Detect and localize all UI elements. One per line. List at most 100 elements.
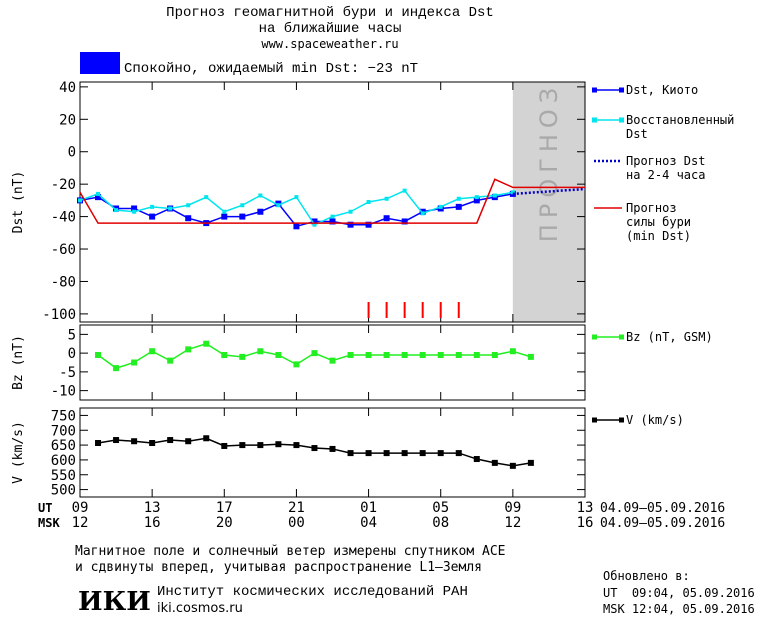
x2-tick-label: 16 [577,515,594,531]
logo: ИКИ [78,587,151,617]
x2-tick-label: 12 [504,515,521,531]
series-marker [419,450,426,457]
y-tick-label: -40 [51,210,76,226]
series-marker [527,459,534,466]
y-tick-label: 0 [68,145,76,161]
series-marker [95,352,102,358]
legend-label: Прогноз Dst на 2-4 часа [626,154,705,182]
series-marker [78,198,82,203]
series-marker [186,203,191,208]
series-marker [455,203,462,210]
series-marker [293,361,300,368]
x2-axis-label: MSK [38,516,60,530]
series-marker [185,438,192,445]
panel-frame [79,324,586,401]
series-marker [329,445,336,452]
institute: Институт космических исследований РАН [157,583,468,600]
series-marker [437,352,444,358]
y-tick-label: 750 [51,408,76,424]
series-marker [113,365,120,372]
x-tick-label: 13 [577,500,594,516]
series-marker [132,209,137,214]
series-line [97,437,532,467]
series-marker [510,190,515,195]
series-marker [293,442,300,449]
series-line [79,178,585,224]
series-marker [239,353,246,360]
series-marker [527,353,534,360]
series-marker [365,352,372,358]
series-marker [222,209,227,214]
series-marker [258,193,263,198]
series-marker [276,203,281,208]
series-marker [239,213,246,220]
series-marker [167,357,174,364]
x2-tick-label: 16 [144,515,161,531]
series-marker [311,218,318,225]
series-marker [240,203,245,208]
series-marker [95,440,102,447]
series-marker [491,352,498,358]
legend-marker [592,117,597,123]
series-marker [384,196,389,201]
x2-date: 04.09–05.09.2016 [600,516,725,531]
series-marker [348,209,353,214]
series-marker [365,450,372,457]
y-tick-label: -10 [51,384,76,400]
x-axis-label: UT [38,501,52,515]
y-tick-label: 5 [68,327,76,343]
series-marker [383,215,390,222]
series-marker [149,348,156,355]
panel-frame [79,81,586,323]
series-marker [402,188,407,193]
series-marker [456,196,461,201]
series-marker [437,450,444,457]
series-marker [167,437,174,444]
series-marker [95,194,102,201]
x-tick-label: 17 [216,500,233,516]
series-marker [347,352,354,358]
series-marker [149,440,156,447]
x-tick-label: 05 [432,500,449,516]
series-marker [293,223,300,230]
forecast-label: ПРОГНОЗ [535,82,563,242]
series-marker [455,450,462,457]
site: www.spaceweather.ru [261,37,398,51]
series-marker [204,195,209,200]
updated: Обновлено в: [603,569,690,583]
legend-marker [592,334,597,340]
title: Прогноз геомагнитной бури и индекса Dst [166,4,494,21]
series-marker [239,442,246,449]
series-marker [401,450,408,457]
series-marker [275,352,282,358]
y-tick-label: 600 [51,453,76,469]
series-marker [96,191,101,196]
subtitle: на ближайшие часы [259,20,402,37]
legend-label: V (km/s) [626,413,684,427]
series-marker [365,221,372,228]
series-marker [366,200,371,204]
series-marker [114,208,119,213]
y-tick-label: 500 [51,483,76,499]
note: Магнитное поле и солнечный ветер измерен… [75,544,505,559]
y-tick-label: 0 [68,346,76,362]
series-marker [221,442,228,449]
series-marker [312,222,317,227]
series-marker [329,218,336,225]
series-marker [221,352,228,358]
series-marker [420,211,425,216]
series-marker [311,350,318,357]
legend-marker [619,87,624,93]
y-tick-label: -100 [42,307,76,323]
legend-label: Восстановленный Dst [626,113,734,141]
x2-tick-label: 08 [432,515,449,531]
status: Спокойно, ожидаемый min Dst: −23 nT [124,60,418,77]
x-tick-label: 09 [72,500,89,516]
y-tick-label: 40 [59,80,76,96]
series-marker [150,204,155,209]
y-axis-label: Dst (nT) [11,171,26,234]
legend-marker [619,417,624,423]
y-tick-label: -20 [51,177,76,193]
series-marker [474,195,479,200]
series-marker [185,215,192,222]
